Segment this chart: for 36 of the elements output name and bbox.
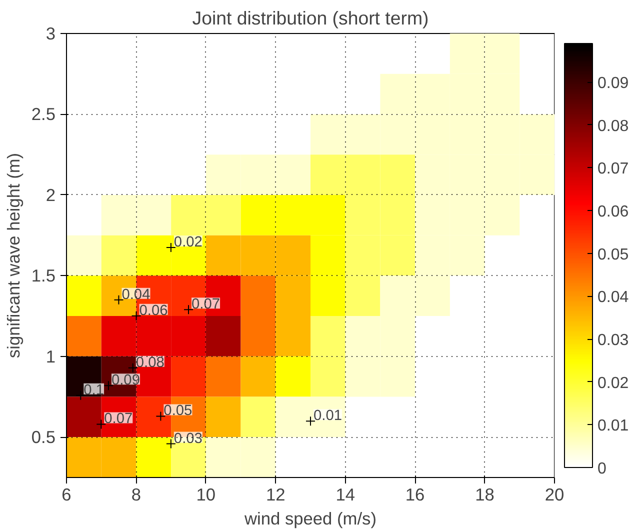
annotation: 0.01 bbox=[314, 408, 342, 424]
x-tick-label: 16 bbox=[405, 484, 425, 504]
color-bar-label: 0.04 bbox=[598, 289, 629, 306]
y-axis-title: significant wave height (m) bbox=[3, 152, 24, 358]
color-bar-label: 0.09 bbox=[598, 75, 629, 92]
color-bar-label: 0.06 bbox=[598, 204, 629, 221]
annotation: 0.02 bbox=[174, 234, 202, 251]
x-tick-label: 20 bbox=[544, 484, 564, 504]
annotation: 0.08 bbox=[136, 354, 164, 371]
x-tick-label: 12 bbox=[266, 484, 286, 504]
y-tick-label: 0.5 bbox=[31, 427, 56, 448]
y-tick-label: 1 bbox=[46, 346, 56, 366]
color-bar-label: 0.02 bbox=[598, 374, 629, 392]
color-bar-label: 0.08 bbox=[598, 118, 629, 135]
color-bar-label: 0.03 bbox=[598, 332, 629, 350]
annotation: 0.04 bbox=[122, 286, 150, 303]
y-tick-label: 1.5 bbox=[31, 266, 56, 286]
color-bar-label: 0 bbox=[598, 460, 606, 478]
annotation: 0.03 bbox=[174, 430, 202, 447]
x-axis-title: wind speed (m/s) bbox=[244, 508, 376, 528]
color-bar-label: 0.01 bbox=[598, 418, 629, 435]
chart-title: Joint distribution (short term) bbox=[192, 8, 429, 28]
annotation: 0.07 bbox=[104, 411, 133, 428]
annotation: 0.1 bbox=[84, 382, 104, 398]
x-tick-label: 6 bbox=[62, 484, 72, 504]
color-bar-label: 0.05 bbox=[598, 246, 629, 264]
y-tick-label: 3 bbox=[46, 24, 56, 44]
x-tick-label: 8 bbox=[131, 484, 142, 504]
x-tick-label: 10 bbox=[196, 484, 216, 504]
y-tick-label: 2.5 bbox=[31, 104, 56, 124]
color-bar-label: 0.07 bbox=[598, 160, 629, 178]
x-tick-label: 18 bbox=[475, 484, 494, 504]
x-tick-label: 14 bbox=[336, 484, 356, 504]
annotation: 0.05 bbox=[164, 403, 192, 420]
y-tick-label: 2 bbox=[46, 184, 56, 205]
annotation: 0.06 bbox=[139, 302, 168, 319]
